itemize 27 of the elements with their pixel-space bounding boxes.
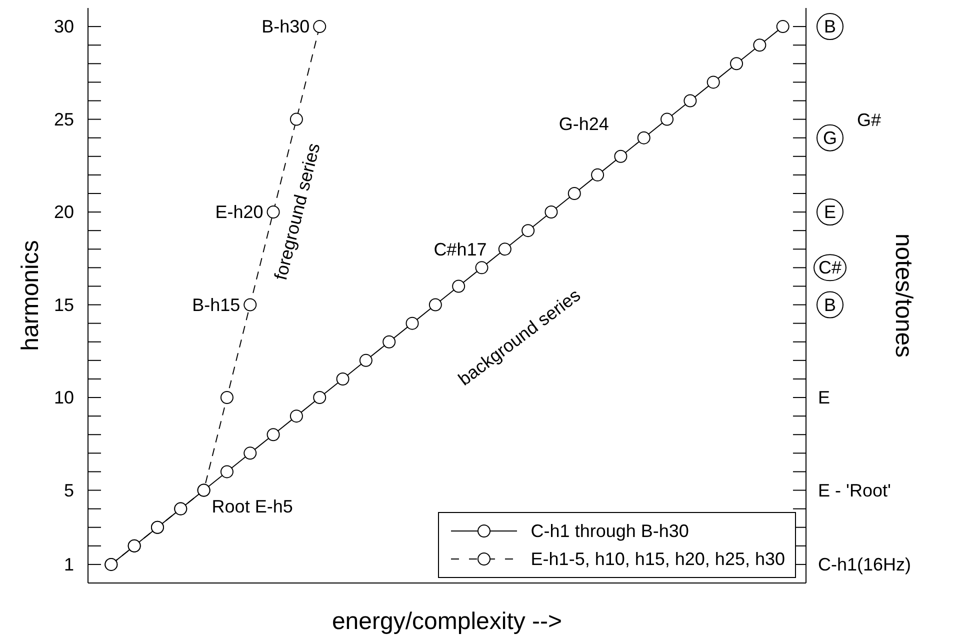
text: E — [818, 388, 830, 408]
y-tick-label: 30 — [54, 16, 74, 37]
text: B — [824, 16, 836, 37]
annotation: B-h15 — [192, 294, 240, 315]
annotation: Root E-h5 — [212, 496, 293, 516]
text: C# — [818, 258, 842, 278]
y-tick-label: 25 — [54, 109, 74, 130]
y-tick-label: 20 — [54, 202, 74, 222]
annotation: B-h30 — [262, 16, 310, 37]
y-tick-label: 15 — [54, 294, 74, 315]
legend-label: E-h1-5, h10, h15, h20, h25, h30 — [530, 548, 785, 570]
annotation: E-h20 — [215, 202, 264, 222]
text: G# — [857, 110, 882, 130]
x-axis-title: energy/complexity --> — [332, 608, 562, 635]
text: G — [822, 128, 838, 148]
y-axis-title: harmonics — [17, 240, 44, 351]
y-tick-label: 10 — [54, 388, 74, 408]
annotation: G-h24 — [558, 114, 609, 134]
text: C-h1(16Hz) — [818, 554, 912, 574]
y2-axis-title: notes/tones — [890, 233, 917, 358]
text: E - 'Root' — [818, 480, 891, 500]
annotation: C#h17 — [434, 240, 487, 260]
y-tick-label: 5 — [64, 480, 74, 500]
text: E — [824, 202, 836, 222]
y-tick-label: 1 — [64, 554, 74, 574]
legend-label: C-h1 through B-h30 — [530, 520, 689, 542]
text: B — [824, 294, 836, 315]
